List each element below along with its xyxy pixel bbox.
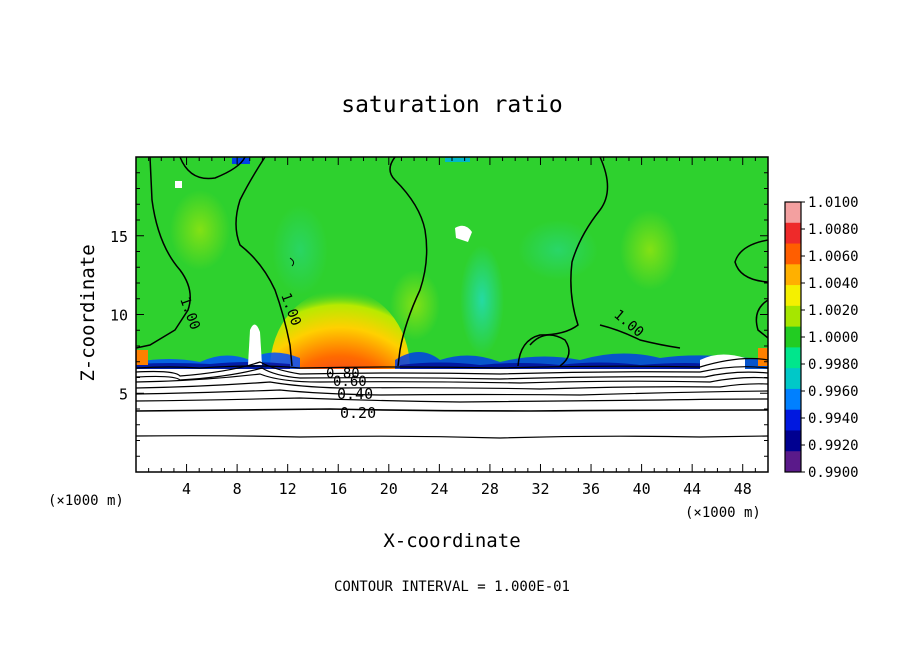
contour-line [235,157,293,367]
contour-interval: CONTOUR INTERVAL = 1.000E-01 [334,579,570,595]
dry-spot [175,181,182,188]
colorbar-label: 1.0000 [808,330,859,346]
ground-region [136,369,768,472]
colorbar-swatch [785,202,801,224]
x-tick-label: 40 [633,480,651,498]
plot-area [136,157,768,472]
x-tick-label: 4 [182,480,191,498]
x-tick-label: 20 [380,480,398,498]
colorbar: 1.0100 1.0080 1.0060 1.0040 1.0020 1.0000 0.99… [784,195,859,481]
yellowish-region [620,210,680,290]
colorbar-label: 1.0040 [808,276,859,292]
yellowish-region [390,270,440,340]
colorbar-swatch [785,264,801,286]
contour-line [136,373,768,384]
colorbar-swatch [785,326,801,348]
colorbar-swatch [785,347,801,369]
colorbar-label: 1.0060 [808,249,859,265]
dry-spot [445,158,470,162]
contour-line [136,367,768,381]
x-axis: 4 8 12 16 20 24 28 32 36 40 44 48 [148,157,756,498]
x-tick-label: 48 [734,480,752,498]
contour-line [136,357,768,369]
x-tick-label: 24 [430,480,448,498]
colorbar-label: 0.9940 [808,411,859,427]
colorbar-swatch [785,243,801,265]
contour-line [136,389,768,396]
cyan-region [518,220,598,280]
chart-title: saturation ratio [341,92,563,118]
colorbar-label: 1.0100 [808,195,859,211]
contour-line [136,361,768,377]
colorbar-label: 0.9900 [808,465,859,481]
x-tick-label: 36 [582,480,600,498]
x-tick-label: 28 [481,480,499,498]
contour-line [529,334,570,367]
x-tick-label: 12 [279,480,297,498]
contour-line [136,397,768,403]
x-unit-label: (×1000 m) [685,505,761,521]
colorbar-swatch [785,409,801,431]
contour-line [517,157,609,367]
dry-spot [136,350,148,365]
x-tick-label: 16 [329,480,347,498]
colorbar-label: 1.0080 [808,222,859,238]
y-axis-title: Z-coordinate [77,244,99,381]
dry-spot [455,225,472,242]
contour-label: 0.60 [333,374,367,390]
colorbar-swatch [785,305,801,328]
contour-line [179,157,246,180]
colorbar-label: 0.9960 [808,384,859,400]
cyan-region [272,205,328,295]
colorbar-swatch [785,430,801,452]
contour-line [755,299,768,339]
contour-line [289,257,295,267]
contour-label: 0.80 [326,366,360,382]
colorbar-swatch [785,451,801,473]
y-tick-label: 5 [119,385,128,403]
x-tick-label: 8 [233,480,242,498]
contour-line [136,381,768,390]
contour-line [136,157,191,349]
colorbar-swatch [785,285,801,307]
colorbar-label: 0.9980 [808,357,859,373]
colorbar-swatch [785,222,801,245]
colorbar-label: 1.0020 [808,303,859,319]
contour-line [734,239,768,283]
dry-spot [232,158,250,164]
contour-line [136,435,768,439]
dry-spot [758,348,768,366]
cyan-region [460,245,504,355]
contour-label: 0.20 [340,404,376,422]
contour-line [389,157,428,367]
contour-line [599,324,681,349]
colorbar-swatch [785,368,801,390]
x-tick-label: 44 [683,480,701,498]
contour-line [136,408,768,412]
x-tick-label: 32 [531,480,549,498]
x-axis-title: X-coordinate [383,530,520,552]
yellowish-region [170,190,230,270]
z-unit-label: (×1000 m) [48,493,124,509]
y-tick-label: 10 [110,307,128,325]
colorbar-swatch [785,388,801,411]
contour-label: 0.40 [337,385,373,403]
y-axis: 5 10 15 [110,172,768,457]
dry-spot [248,324,262,365]
colorbar-label: 0.9920 [808,438,859,454]
y-tick-label: 15 [110,228,128,246]
